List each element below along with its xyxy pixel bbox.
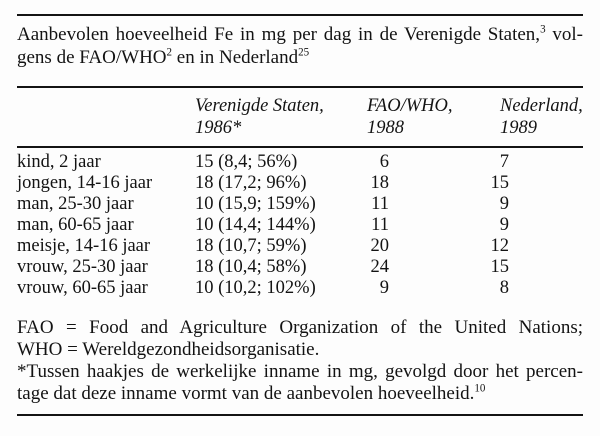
header-label: Verenigde Staten, xyxy=(195,96,324,116)
value-verenigde-staten: 18 (17,2; 96%) xyxy=(195,173,307,193)
value-fao-who: 6 xyxy=(379,152,389,172)
header-label: 1986* xyxy=(195,118,242,138)
footnote-asterisk-line-1: *Tussen haakjes de werkelijke inname in … xyxy=(17,361,583,382)
row-label: jongen, 14-16 jaar xyxy=(17,173,153,193)
footnote-fao-definition: FAO = Food and Agriculture Organization … xyxy=(17,317,583,338)
header-cell-fao-who: FAO/WHO, 1988 xyxy=(339,95,452,139)
table-title-line-2: gens de FAO/WHO2 en in Nederland25 xyxy=(17,46,310,68)
bottom-rule xyxy=(17,414,583,416)
header-cell-empty xyxy=(17,95,195,139)
table-title-line-1: Aanbevolen hoeveelheid Fe in mg per dag … xyxy=(17,23,583,45)
value-nederland: 9 xyxy=(499,194,509,214)
row-label: meisje, 14-16 jaar xyxy=(17,236,151,256)
header-label: FAO/WHO, xyxy=(367,96,453,116)
value-verenigde-staten: 15 (8,4; 56%) xyxy=(195,152,298,172)
value-nederland: 7 xyxy=(499,152,509,172)
value-nederland: 12 xyxy=(490,236,510,256)
table-row: vrouw, 60-65 jaar 10 (10,2; 102%) 9 8 xyxy=(17,278,583,299)
table-body: kind, 2 jaar 15 (8,4; 56%) 6 7 jongen, 1… xyxy=(17,152,583,299)
row-label: kind, 2 jaar xyxy=(17,152,101,172)
header-label: 1989 xyxy=(500,118,537,138)
value-verenigde-staten: 18 (10,7; 59%) xyxy=(195,236,307,256)
table-row: man, 60-65 jaar 10 (14,4; 144%) 11 9 xyxy=(17,215,583,236)
table-row: jongen, 14-16 jaar 18 (17,2; 96%) 18 15 xyxy=(17,173,583,194)
value-verenigde-staten: 18 (10,4; 58%) xyxy=(195,257,307,277)
row-label: man, 60-65 jaar xyxy=(17,215,134,235)
footnote-who-definition: WHO = Wereldgezondheidsorganisatie. xyxy=(17,339,320,360)
table-row: vrouw, 25-30 jaar 18 (10,4; 58%) 24 15 xyxy=(17,257,583,278)
row-label: vrouw, 60-65 jaar xyxy=(17,278,148,298)
row-label: man, 25-30 jaar xyxy=(17,194,134,214)
value-fao-who: 20 xyxy=(370,236,390,256)
value-verenigde-staten: 10 (14,4; 144%) xyxy=(195,215,316,235)
value-nederland: 15 xyxy=(490,173,510,193)
header-label: 1988 xyxy=(367,118,404,138)
table-row: kind, 2 jaar 15 (8,4; 56%) 6 7 xyxy=(17,152,583,173)
header-divider-rule xyxy=(17,146,583,148)
footnotes: FAO = Food and Agriculture Organization … xyxy=(17,317,583,405)
value-verenigde-staten: 10 (15,9; 159%) xyxy=(195,194,316,214)
value-nederland: 8 xyxy=(499,278,509,298)
value-fao-who: 18 xyxy=(370,173,390,193)
table-row: man, 25-30 jaar 10 (15,9; 159%) 11 9 xyxy=(17,194,583,215)
table-header-row: Verenigde Staten, 1986* FAO/WHO, 1988 Ne… xyxy=(17,88,583,146)
header-cell-verenigde-staten: Verenigde Staten, 1986* xyxy=(195,95,339,139)
value-nederland: 9 xyxy=(499,215,509,235)
title-divider-rule xyxy=(17,86,583,88)
document-content: Aanbevolen hoeveelheid Fe in mg per dag … xyxy=(17,0,583,416)
value-fao-who: 11 xyxy=(371,194,389,214)
value-fao-who: 11 xyxy=(371,215,389,235)
footnote-asterisk-line-2: tage dat deze inname vormt van de aanbev… xyxy=(17,382,486,404)
header-cell-nederland: Nederland, 1989 xyxy=(431,95,583,139)
table-row: meisje, 14-16 jaar 18 (10,7; 59%) 20 12 xyxy=(17,236,583,257)
value-nederland: 15 xyxy=(490,257,510,277)
row-label: vrouw, 25-30 jaar xyxy=(17,257,148,277)
header-label: Nederland, xyxy=(500,96,583,116)
value-fao-who: 24 xyxy=(370,257,390,277)
value-fao-who: 9 xyxy=(379,278,389,298)
table-title: Aanbevolen hoeveelheid Fe in mg per dag … xyxy=(17,23,583,69)
value-verenigde-staten: 10 (10,2; 102%) xyxy=(195,278,316,298)
top-rule xyxy=(17,14,583,16)
